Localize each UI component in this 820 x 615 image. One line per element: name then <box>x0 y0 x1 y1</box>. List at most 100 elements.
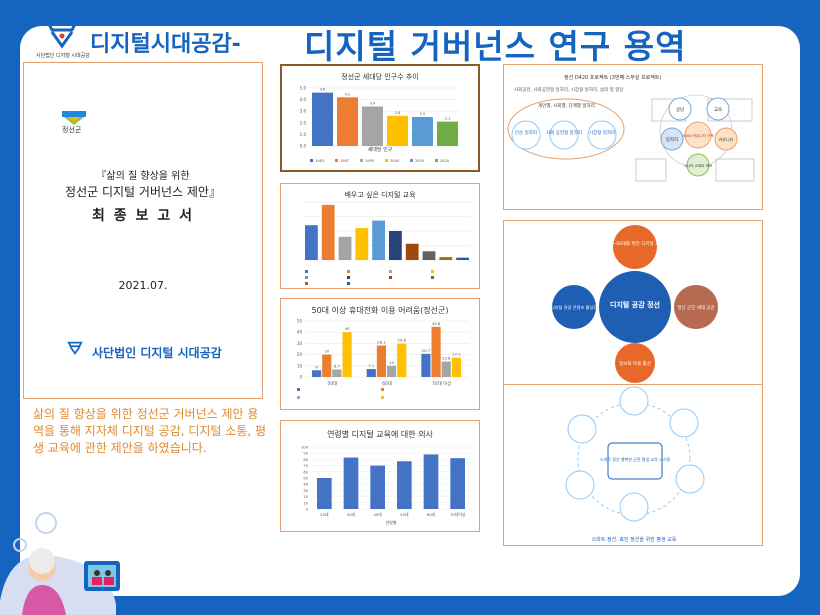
x-tick-label: 30대 <box>347 512 356 517</box>
legend-swatch <box>435 159 438 162</box>
data-label: 13.8 <box>442 356 451 361</box>
description-text: 삶의 질 향상을 위한 정선군 거버넌스 제안 용역을 통해 지자체 디지털 공… <box>33 407 267 455</box>
legend-swatch <box>305 282 308 285</box>
legend-swatch <box>431 276 434 279</box>
bar <box>337 97 358 146</box>
data-label: 3.4 <box>370 102 376 106</box>
bar <box>322 354 332 377</box>
diagram-empathy-svg: 디지털 공감 정선 30~60대를 위한 디지털 교육 디지털 관광 콘텐츠 활… <box>551 225 718 383</box>
bar <box>312 92 333 146</box>
data-label: 10 <box>389 360 394 365</box>
y-tick-label: 4.0 <box>300 97 307 102</box>
bar <box>439 257 453 260</box>
legend-swatch <box>389 270 392 273</box>
x-tick-label: 50대 <box>327 380 337 387</box>
chart-card-household: 정선군 세대당 인구수 추이 0.0 1.0 2.0 3.0 4.0 5.0 4.6 4.2 3… <box>280 64 480 172</box>
d2-bottom: 정보화 마을 활성 <box>619 360 651 367</box>
bar <box>343 457 359 509</box>
y-tick-label: 40 <box>297 330 303 335</box>
bar <box>437 121 458 146</box>
y-tick-label: 80 <box>303 458 308 462</box>
bar <box>317 478 332 509</box>
d3-center: 스마트 정선 행복한 군민 평생 교육 시스템 <box>600 456 671 462</box>
bar <box>387 115 408 146</box>
data-label: 29.8 <box>398 338 407 343</box>
report-cover: 정선군 『삶의 질 향상을 위한 정선군 디지털 거버넌스 제안』 최 종 보 … <box>23 62 263 399</box>
bar <box>397 343 407 377</box>
data-label: 6.7 <box>334 363 341 368</box>
y-tick-label: 90 <box>303 452 308 456</box>
d2-center: 디지털 공감 정선 <box>610 300 660 309</box>
d2-top: 30~60대를 위한 디지털 교육 <box>607 240 664 247</box>
x-tick-label: 50대 <box>400 512 409 517</box>
data-label: 20 <box>324 349 329 354</box>
diagram-d420-project: 정선 D420 프로젝트 (3번째 스무살 프로젝트) 사회공헌, 사회공헌형 … <box>503 64 763 210</box>
legend-swatch <box>381 388 384 391</box>
data-label: 4.6 <box>320 88 326 92</box>
d1-center: 3560 커뮤니티 구축 <box>682 133 714 138</box>
bar <box>321 204 335 260</box>
bar <box>431 326 441 377</box>
d2-left: 디지털 관광 콘텐츠 활성화 <box>551 304 598 311</box>
bar <box>376 345 386 377</box>
y-tick-label: 50 <box>297 319 303 324</box>
chart-phone-difficulty-svg: 0 10 20 30 40 50 6 20 6.7 40 50대 7.1 28.1 10 29.8 60대 20… <box>297 319 469 399</box>
y-tick-label: 5.0 <box>300 86 307 91</box>
chart-education-wish-svg <box>303 201 471 285</box>
bar <box>366 369 376 377</box>
legend-swatch <box>297 388 300 391</box>
chart-card-age-education: 연령별 디지털 교육에 대한 의사 0 10 20 30 40 50 60 70 80 90 100… <box>280 420 480 532</box>
diagram-d420-svg: 정선 D420 프로젝트 (3번째 스무살 프로젝트) 사회공헌, 사회공헌형 … <box>507 74 755 182</box>
x-tick-label: 20대 <box>320 512 329 517</box>
y-tick-label: 20 <box>303 495 308 499</box>
y-tick-label: 10 <box>303 501 308 505</box>
data-label: 17.2 <box>452 352 461 357</box>
legend-swatch <box>389 276 392 279</box>
diagram-lifelong-education: 스마트 정선 행복한 군민 평생 교육 시스템 스마트 정선, 효민 정선을 위… <box>503 384 763 546</box>
legend-label: 1987 <box>340 159 349 163</box>
legend-swatch <box>385 159 388 162</box>
legend-swatch <box>410 159 413 162</box>
d1-circle-1: 단순 일자리 <box>515 129 537 136</box>
diagram-lifelong-svg: 스마트 정선 행복한 군민 평생 교육 시스템 스마트 정선, 효민 정선을 위… <box>565 386 705 543</box>
y-tick-label: 30 <box>297 341 303 346</box>
bar <box>397 461 412 509</box>
legend-swatch <box>431 270 434 273</box>
legend-label: 1983 <box>315 159 324 163</box>
legend-swatch <box>360 159 363 162</box>
org-logo-icon <box>67 341 83 355</box>
legend-swatch <box>310 159 313 162</box>
d1-ring-5: 시니어 스마트 허브 <box>684 163 713 168</box>
data-label: 2.6 <box>395 111 401 115</box>
bar <box>441 361 451 377</box>
bar <box>422 251 436 260</box>
d1-ring-3: 일자리 <box>666 136 678 143</box>
y-tick-label: 0 <box>306 508 309 512</box>
y-tick-label: 100 <box>301 446 309 450</box>
data-label: 4.2 <box>345 92 351 96</box>
bar <box>355 228 369 260</box>
d1-title: 정선 D420 프로젝트 (3번째 스무살 프로젝트) <box>564 74 661 81</box>
chart-card-phone-difficulty: 50대 이상 휴대전화 이용 어려움(정선군) 0 10 20 30 40 50 6 20 6.… <box>280 298 480 410</box>
bar <box>405 243 419 260</box>
cover-title: 최 종 보 고 서 <box>92 208 194 224</box>
logo-subtitle: 사단법인 디지털 시대공감 <box>36 53 90 59</box>
header-title-small: 디지털시대공감- <box>90 32 241 57</box>
cover-date: 2021.07. <box>118 279 168 292</box>
y-tick-label: 60 <box>303 470 308 474</box>
y-tick-label: 1.0 <box>300 132 307 137</box>
y-tick-label: 20 <box>297 352 303 357</box>
legend-label: 2005 <box>415 159 424 163</box>
x-tick-label: 70대이상 <box>450 512 466 517</box>
bar <box>451 357 461 377</box>
bar <box>312 370 322 377</box>
jeongseon-logo-icon <box>62 111 86 125</box>
bar <box>423 454 439 509</box>
data-label: 2.1 <box>445 117 451 121</box>
d3-caption: 스마트 정선, 효민 정선을 위한 평생 교육 <box>592 536 677 543</box>
bar <box>450 458 465 509</box>
senior-illustration-icon <box>0 512 120 615</box>
x-tick-label: 60대 <box>427 512 436 517</box>
page-title: 디지털 거버넌스 연구 용역 <box>304 27 687 66</box>
brand-logo-icon <box>45 20 79 49</box>
